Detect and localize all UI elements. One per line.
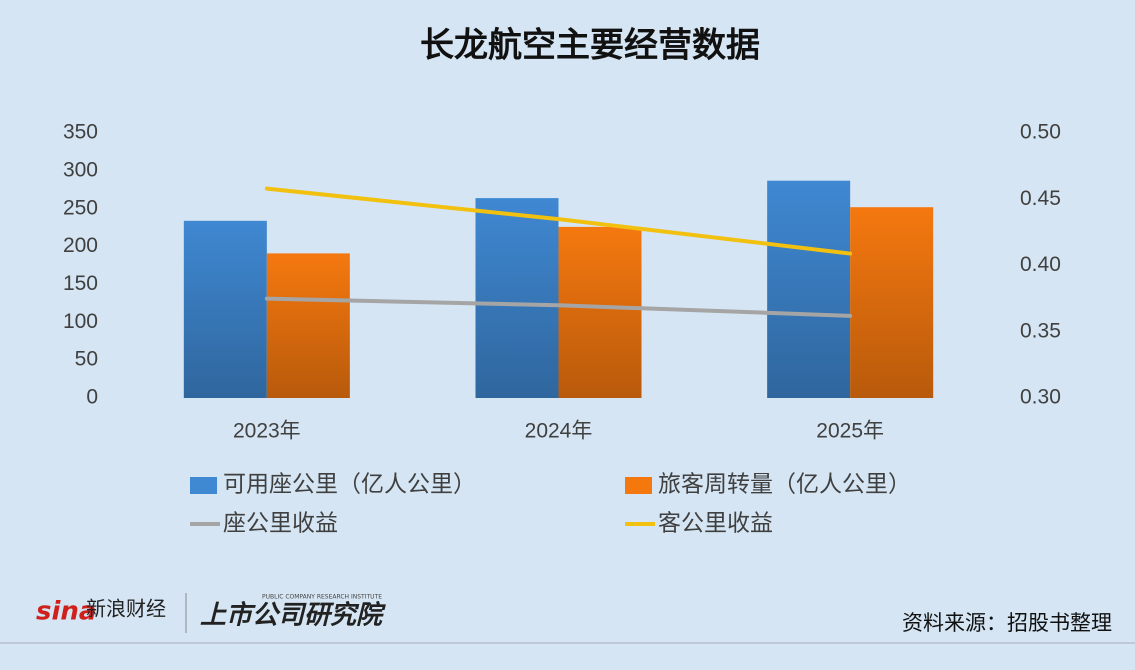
y2-tick-label: 0.50 — [1020, 121, 1061, 144]
footer-brand: 新浪财经 — [86, 597, 166, 621]
x-tick-label: 2023年 — [233, 420, 301, 443]
y2-tick-label: 0.30 — [1020, 386, 1061, 409]
legend-label: 旅客周转量（亿人公里） — [658, 472, 911, 498]
bar — [558, 226, 642, 398]
y-tick-label: 150 — [63, 272, 98, 295]
y-tick-label: 300 — [63, 158, 98, 181]
y-tick-label: 0 — [86, 386, 98, 409]
y-tick-label: 100 — [63, 310, 98, 333]
y2-tick-label: 0.40 — [1020, 253, 1061, 276]
footer-logo: sina — [36, 597, 96, 627]
y-tick-label: 50 — [75, 348, 98, 371]
y-tick-label: 250 — [63, 196, 98, 219]
y2-tick-label: 0.45 — [1020, 187, 1061, 210]
bar — [767, 180, 851, 398]
y-tick-label: 200 — [63, 234, 98, 257]
line — [264, 186, 853, 256]
bar — [266, 253, 350, 398]
legend-swatch — [190, 477, 217, 494]
legend-label: 客公里收益 — [658, 511, 773, 537]
chart-title: 长龙航空主要经营数据 — [420, 26, 760, 66]
bar — [183, 220, 267, 398]
bar — [475, 198, 559, 398]
legend-label: 座公里收益 — [223, 511, 338, 537]
footer-institute-en: PUBLIC COMPANY RESEARCH INSTITUTE — [262, 594, 382, 601]
bar — [850, 207, 934, 398]
y2-tick-label: 0.35 — [1020, 319, 1061, 342]
y-tick-label: 350 — [63, 121, 98, 144]
footer-institute: 上市公司研究院 — [200, 601, 386, 631]
footer-source: 资料来源：招股书整理 — [902, 611, 1112, 635]
legend-swatch — [625, 477, 652, 494]
line — [264, 296, 853, 318]
x-tick-label: 2024年 — [525, 420, 593, 443]
x-tick-label: 2025年 — [816, 420, 884, 443]
legend-label: 可用座公里（亿人公里） — [223, 472, 476, 498]
